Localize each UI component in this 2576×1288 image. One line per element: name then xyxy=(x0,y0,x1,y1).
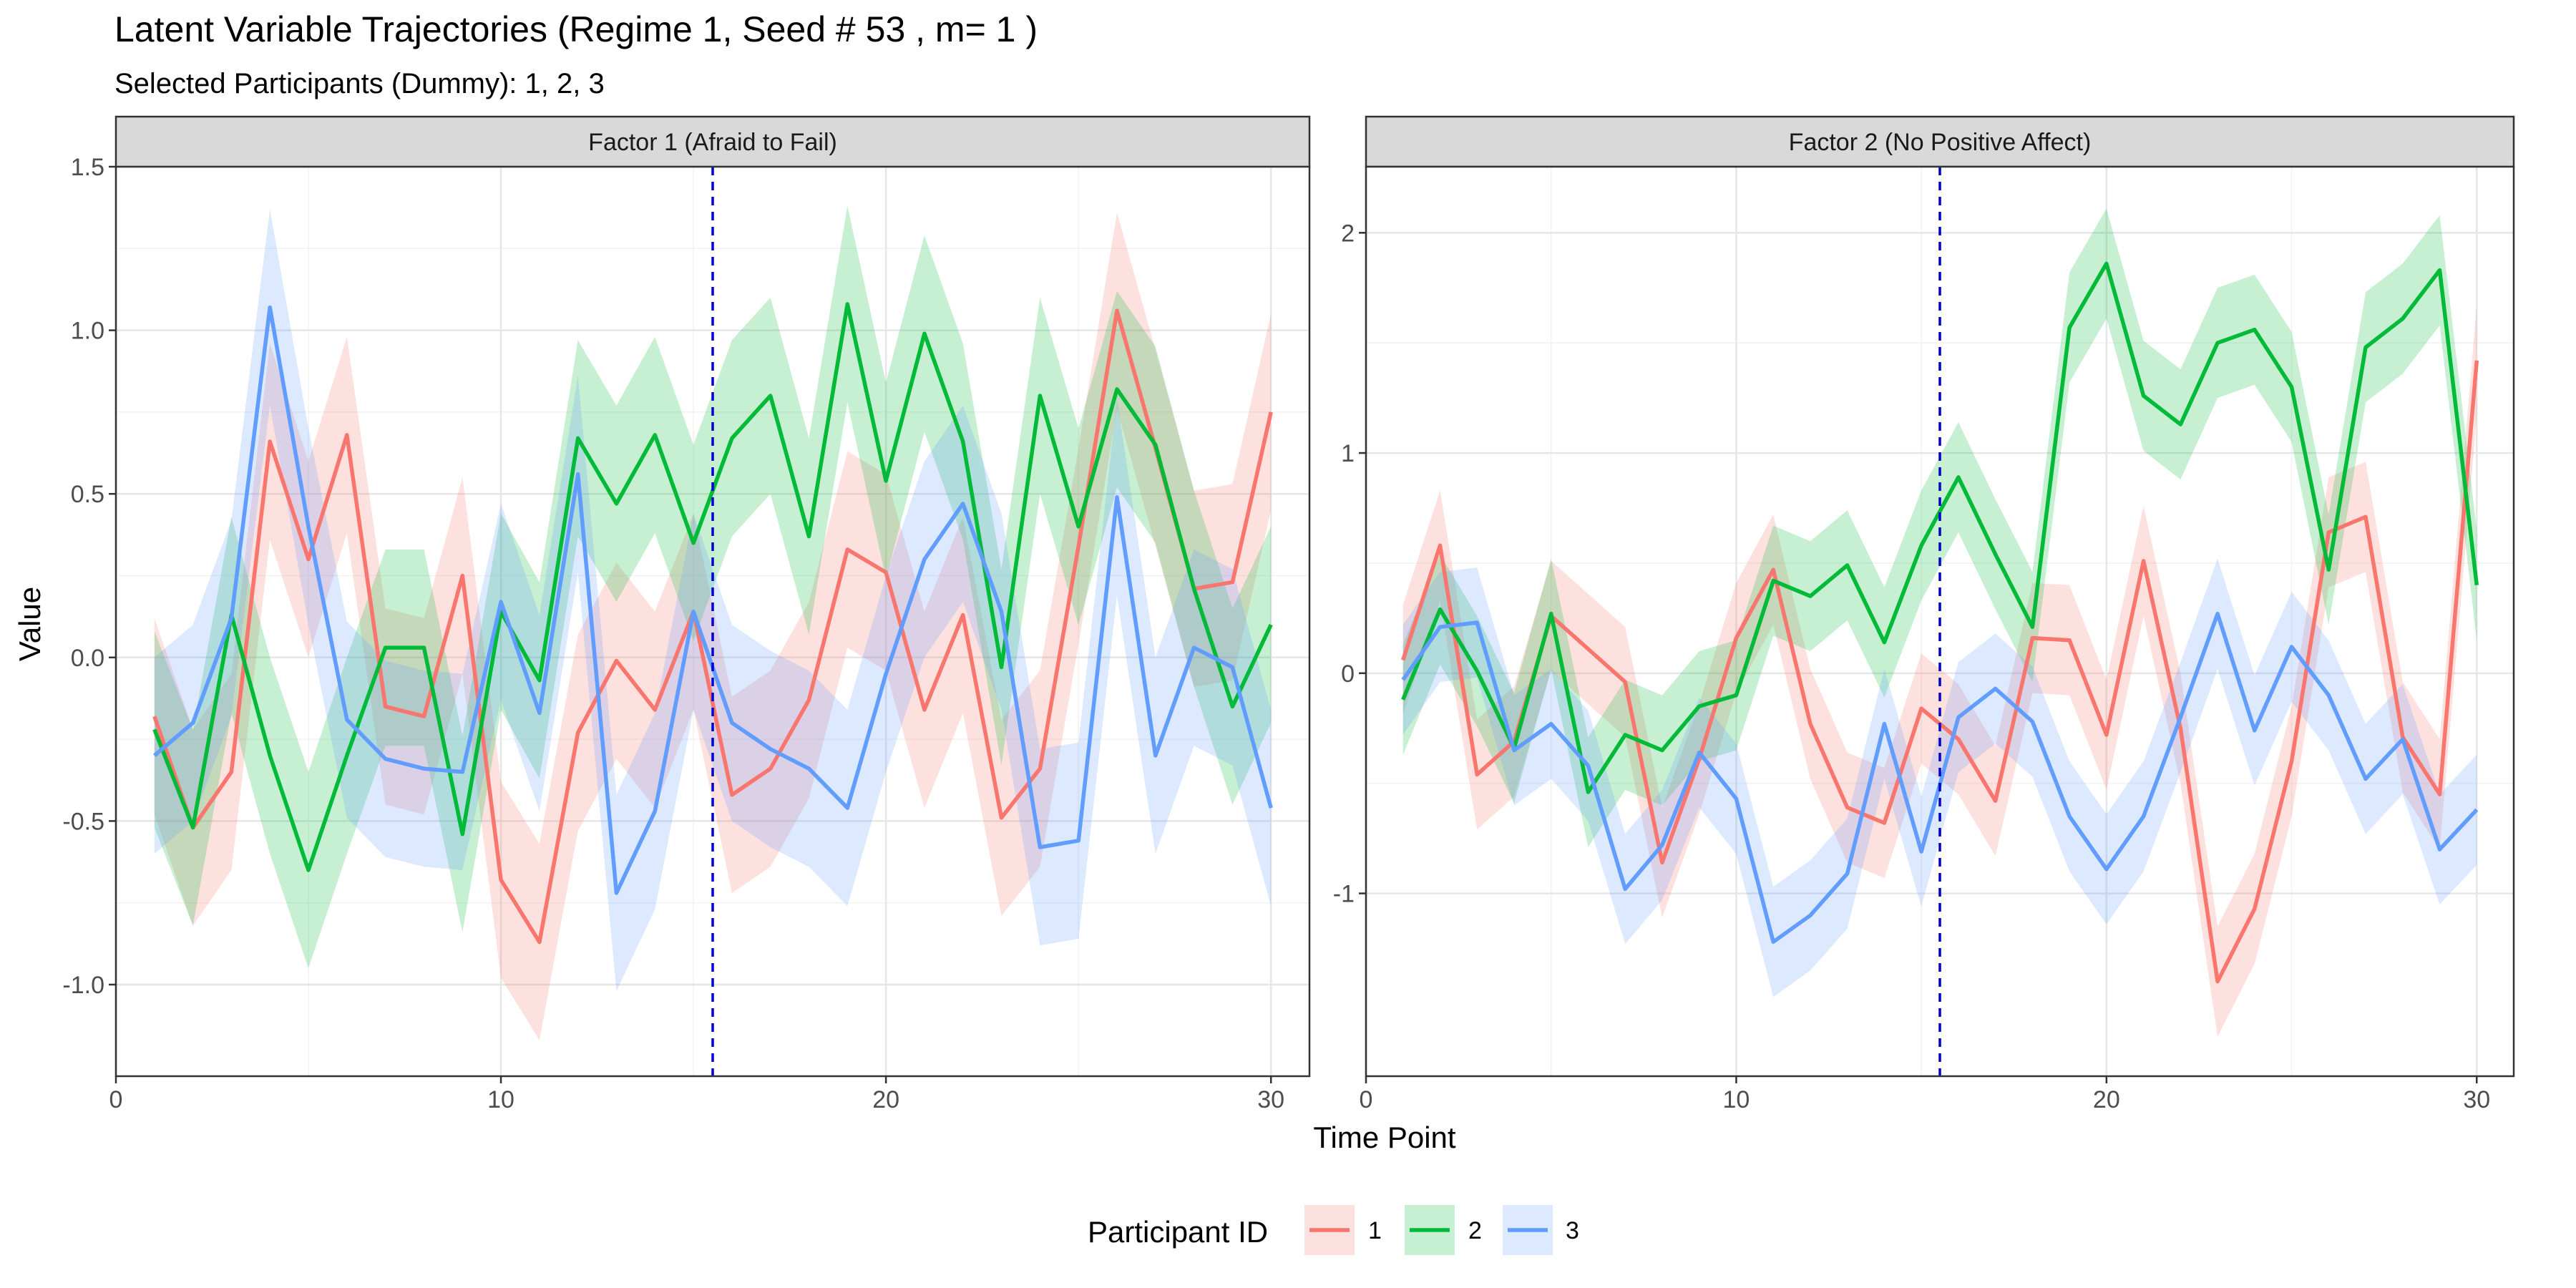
y-tick-label: 0.0 xyxy=(71,645,104,672)
y-tick-label: 1.0 xyxy=(71,318,104,345)
facet-strip-title: Factor 2 (No Positive Affect) xyxy=(1789,129,2092,156)
legend-label-2: 2 xyxy=(1468,1217,1482,1244)
x-tick-label: 0 xyxy=(1360,1086,1373,1113)
x-tick-label: 10 xyxy=(487,1086,514,1113)
series-2-line xyxy=(1401,261,2479,794)
legend-title: Participant ID xyxy=(1088,1215,1268,1249)
facet-strip xyxy=(1365,115,2515,168)
x-tick-label: 30 xyxy=(2463,1086,2490,1113)
x-tick-label: 10 xyxy=(1723,1086,1750,1113)
facet-strip-title: Factor 1 (Afraid to Fail) xyxy=(588,129,837,156)
y-tick-label: 1.5 xyxy=(71,154,104,181)
y-tick-label: 1 xyxy=(1341,440,1355,467)
y-tick-label: 2 xyxy=(1341,220,1355,247)
facet-strip xyxy=(114,115,1311,168)
y-tick-label: -0.5 xyxy=(62,808,104,835)
chart-title: Latent Variable Trajectories (Regime 1, … xyxy=(114,9,1038,49)
legend-label-3: 3 xyxy=(1566,1217,1579,1244)
y-tick-label: -1.0 xyxy=(62,972,104,999)
x-tick-label: 30 xyxy=(1257,1086,1284,1113)
series-2-band xyxy=(154,205,1272,969)
legend: Participant ID 1 2 3 xyxy=(1088,1205,1579,1255)
x-tick-label: 0 xyxy=(109,1086,123,1113)
facets: Factor 1 (Afraid to Fail)0 10 20 30-1.0-0.5… xyxy=(62,115,2515,1113)
series-3-band xyxy=(154,209,1272,992)
y-axis-title: Value xyxy=(13,587,47,661)
legend-label-1: 1 xyxy=(1368,1217,1382,1244)
panel-border xyxy=(114,165,1311,1078)
x-tick-label: 20 xyxy=(2093,1086,2120,1113)
x-tick-label: 20 xyxy=(872,1086,899,1113)
facet-panel-2: Factor 2 (No Positive Affect) 0 10 20 30 -1 0 1… xyxy=(1333,115,2515,1113)
panel-border xyxy=(1365,165,2515,1078)
y-tick-label: 0.5 xyxy=(71,481,104,508)
x-axis-title: Time Point xyxy=(1313,1121,1456,1154)
series-1-band xyxy=(154,213,1272,1040)
facet-panel-1: Factor 1 (Afraid to Fail) 0 10 20 30 -1.0 -0.5… xyxy=(62,115,1311,1113)
chart-subtitle: Selected Participants (Dummy): 1, 2, 3 xyxy=(114,68,605,99)
y-tick-label: -1 xyxy=(1333,881,1355,908)
y-tick-label: 0 xyxy=(1341,660,1355,688)
